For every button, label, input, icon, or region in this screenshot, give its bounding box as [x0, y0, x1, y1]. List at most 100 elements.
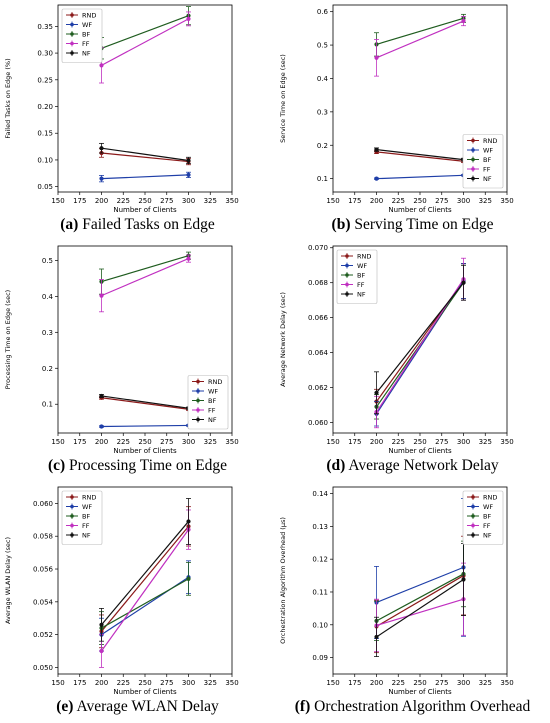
series-line — [101, 174, 189, 180]
caption-letter: (c) — [47, 457, 66, 474]
x-tick-label: 200 — [95, 679, 108, 687]
data-point — [374, 147, 379, 152]
legend-marker — [70, 51, 74, 55]
x-tick-label: 200 — [95, 197, 108, 205]
chart-panel-e: 150 175 200 225 250 275 300 325 350 0.050 0.052 0.0… — [0, 482, 275, 723]
legend-entry-bf: BF — [467, 156, 491, 164]
legend-marker — [345, 273, 349, 277]
chart-panel-a: 150 175 200 225 250 275 300 325 350 0.05 0.10 0.15 0… — [0, 0, 275, 241]
y-tick-label: 0.056 — [33, 566, 54, 574]
y-axis-label: Average WLAN Delay (sec) — [4, 537, 12, 624]
x-tick-label: 350 — [500, 197, 513, 205]
legend-label: FF — [208, 407, 216, 415]
y-tick-label: 0.25 — [37, 76, 53, 84]
x-tick-label: 250 — [413, 438, 426, 446]
x-tick-label: 150 — [326, 438, 339, 446]
data-point — [461, 280, 466, 285]
x-tick-label: 225 — [117, 197, 130, 205]
x-tick-label: 175 — [73, 197, 86, 205]
legend-label: FF — [483, 522, 491, 530]
legend-marker — [471, 495, 475, 499]
series-ff — [99, 509, 191, 668]
chart-panel-b: 150 175 200 225 250 275 300 325 350 0.1 0.2 0.3 0.4 0… — [275, 0, 550, 241]
y-tick-label: 0.058 — [33, 533, 53, 541]
caption-letter: (e) — [56, 698, 74, 715]
x-tick-label: 250 — [413, 679, 426, 687]
legend-label: BF — [208, 397, 216, 405]
x-tick-label: 250 — [138, 679, 151, 687]
data-point — [99, 393, 104, 399]
legend-label: FF — [82, 40, 90, 48]
legend-entry-rnd: RND — [341, 253, 371, 261]
y-tick-label: 0.062 — [308, 384, 328, 392]
chart-c: 150 175 200 225 250 275 300 325 350 0.1 0.2 0.3 0.4 0… — [4, 245, 239, 455]
series-nf — [99, 142, 191, 165]
legend-marker — [471, 167, 475, 171]
series-line — [376, 573, 464, 622]
series-line — [101, 258, 189, 297]
y-tick-label: 0.2 — [317, 142, 328, 150]
y-tick-label: 0.3 — [42, 329, 53, 337]
legend-entry-rnd: RND — [467, 494, 497, 502]
series-bf — [99, 6, 191, 60]
data-point — [374, 176, 379, 181]
y-tick-label: 0.15 — [37, 130, 53, 138]
caption-text: Serving Time on Edge — [354, 216, 494, 233]
legend-label: NF — [82, 532, 91, 540]
x-tick-label: 200 — [370, 438, 383, 446]
series-bf — [99, 251, 191, 295]
x-axis-label: Number of Clients — [113, 688, 177, 696]
legend-marker — [471, 504, 475, 509]
x-tick-label: 350 — [500, 438, 513, 446]
x-tick-label: 300 — [182, 438, 195, 446]
legend-label: WF — [483, 147, 493, 155]
series-nf — [99, 498, 191, 642]
caption-b: (b) Serving Time on Edge — [275, 216, 550, 234]
caption-letter: (b) — [331, 216, 351, 233]
x-tick-label: 325 — [479, 438, 492, 446]
series-line — [376, 282, 464, 394]
legend-marker — [345, 254, 349, 258]
chart-d: 150 175 200 225 250 275 300 325 350 0.060 0.062 0.0… — [279, 244, 514, 455]
legend-entry-bf: BF — [341, 272, 365, 280]
x-tick-label: 275 — [160, 438, 173, 446]
x-tick-label: 275 — [160, 197, 173, 205]
series-wf — [374, 173, 466, 181]
chart-f: 150 175 200 225 250 275 300 325 350 0.09 0.10 0.11 0… — [279, 486, 514, 696]
series-ff — [99, 254, 191, 313]
legend-entry-ff: FF — [467, 166, 491, 174]
legend-label: BF — [483, 513, 491, 521]
data-point — [99, 622, 104, 627]
chart-e: 150 175 200 225 250 275 300 325 350 0.050 0.052 0.0… — [4, 486, 239, 696]
caption-text: Average Network Delay — [348, 457, 499, 474]
data-point — [186, 16, 191, 21]
legend-marker — [196, 389, 200, 393]
series-line — [376, 575, 464, 627]
legend-marker — [70, 523, 74, 528]
series-nf — [374, 264, 466, 415]
legend-entry-ff: FF — [467, 522, 491, 530]
legend-label: WF — [82, 21, 92, 29]
x-axis-label: Number of Clients — [113, 447, 177, 455]
legend-label: BF — [82, 31, 90, 39]
data-point — [99, 176, 104, 181]
series-line — [376, 17, 464, 45]
y-tick-label: 0.1 — [317, 175, 328, 183]
x-tick-label: 350 — [225, 438, 238, 446]
legend-marker — [471, 138, 475, 143]
legend-entry-nf: NF — [467, 175, 492, 183]
x-tick-label: 225 — [392, 438, 405, 446]
legend-entry-bf: BF — [467, 513, 491, 521]
x-tick-label: 350 — [225, 679, 238, 687]
legend-entry-ff: FF — [192, 407, 216, 415]
legend-entry-nf: NF — [66, 532, 91, 540]
y-tick-label: 0.054 — [33, 598, 54, 606]
legend-label: RND — [483, 494, 497, 502]
y-tick-label: 0.052 — [33, 631, 53, 639]
x-tick-label: 200 — [370, 679, 383, 687]
x-tick-label: 275 — [435, 679, 448, 687]
series-rnd — [374, 535, 466, 654]
legend-marker — [345, 282, 349, 287]
